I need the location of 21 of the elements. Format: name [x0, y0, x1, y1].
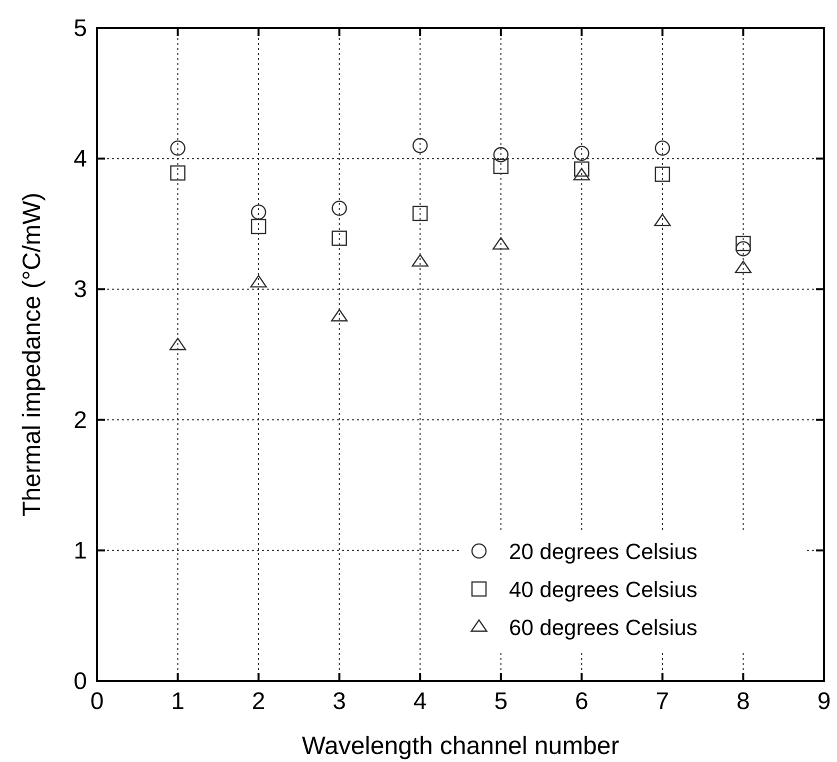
- y-axis-title: Thermal impedance (°C/mW): [18, 192, 46, 516]
- x-tick-label: 2: [252, 688, 266, 715]
- x-tick-label: 3: [332, 688, 346, 715]
- x-tick-label: 5: [494, 688, 508, 715]
- x-tick-label: 4: [413, 688, 427, 715]
- x-tick-label: 0: [90, 688, 104, 715]
- y-tick-label: 2: [74, 406, 87, 434]
- y-tick-label: 3: [74, 276, 87, 304]
- legend-label: 20 degrees Celsius: [509, 539, 698, 564]
- x-axis-title: Wavelength channel number: [302, 732, 620, 760]
- y-tick-label: 4: [74, 146, 87, 173]
- x-tick-label: 6: [574, 688, 588, 715]
- x-tick-label: 8: [736, 688, 750, 715]
- x-tick-label: 1: [171, 688, 184, 715]
- legend-label: 40 degrees Celsius: [509, 577, 698, 602]
- x-tick-label: 9: [817, 688, 831, 715]
- y-tick-label: 0: [74, 668, 87, 695]
- legend-label: 60 degrees Celsius: [509, 615, 698, 640]
- y-tick-label: 5: [74, 15, 87, 42]
- y-tick-label: 1: [74, 537, 87, 564]
- x-tick-label: 7: [656, 688, 670, 715]
